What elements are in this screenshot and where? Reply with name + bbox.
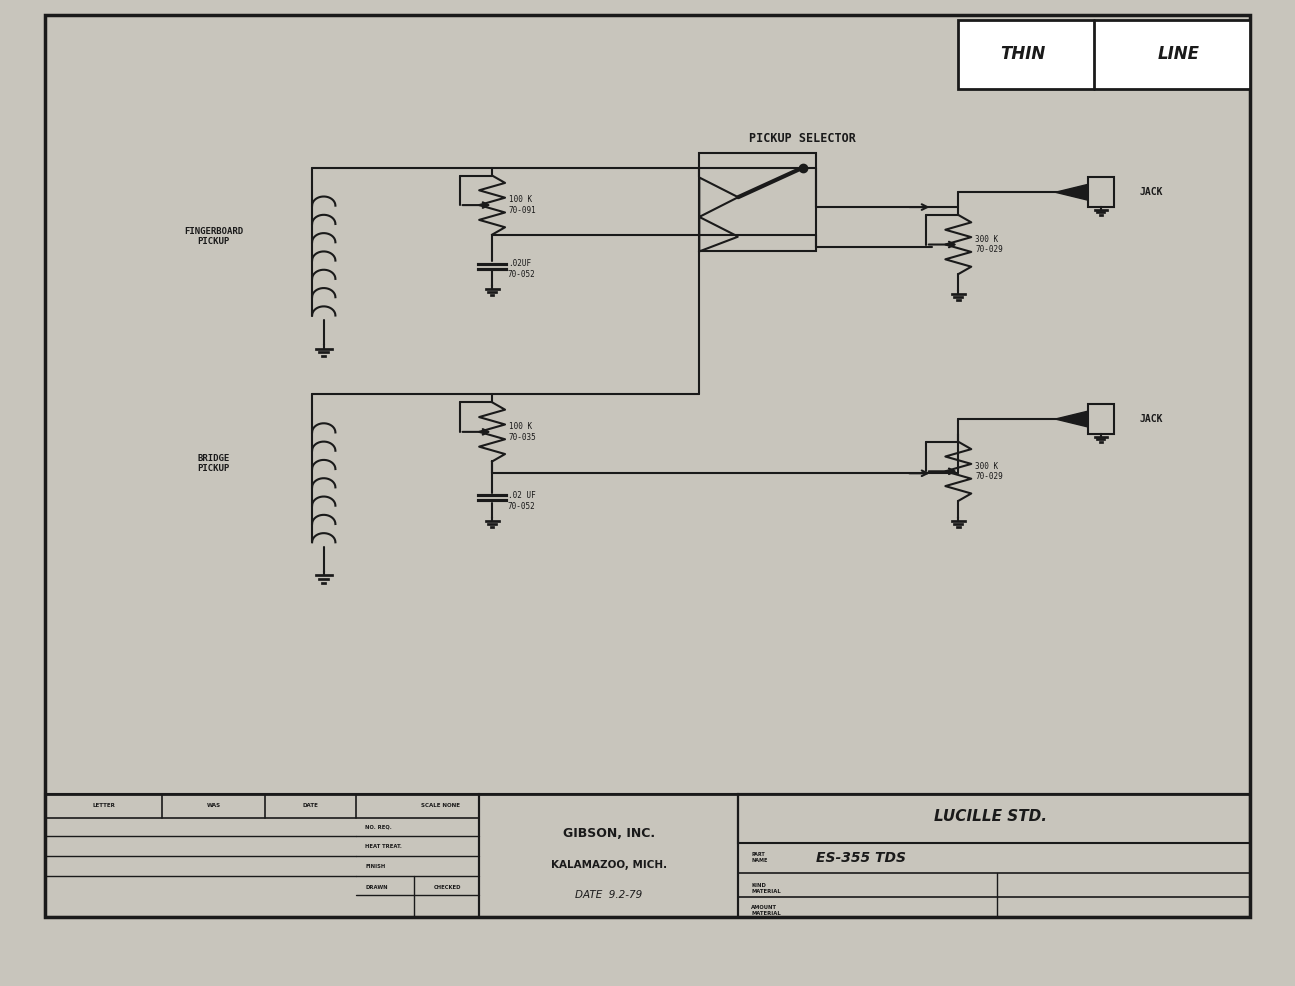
Text: .02UF
70-052: .02UF 70-052	[508, 259, 535, 279]
Text: KALAMAZOO, MICH.: KALAMAZOO, MICH.	[550, 860, 667, 870]
Bar	[479, 794, 738, 917]
Text: FINGERBOARD
PICKUP: FINGERBOARD PICKUP	[184, 227, 243, 246]
Text: AMOUNT: AMOUNT	[751, 904, 777, 910]
Bar	[699, 153, 816, 251]
Text: THIN: THIN	[1001, 45, 1045, 63]
Text: DATE  9.2-79: DATE 9.2-79	[575, 890, 642, 900]
Text: PART
NAME: PART NAME	[751, 853, 768, 863]
Text: FINISH: FINISH	[365, 864, 386, 870]
Text: .02 UF
70-052: .02 UF 70-052	[508, 491, 535, 511]
Text: LUCILLE STD.: LUCILLE STD.	[934, 809, 1048, 824]
Bar	[45, 794, 479, 917]
Text: MATERIAL: MATERIAL	[751, 888, 781, 894]
Bar	[1088, 404, 1114, 434]
Text: 300 K
70-029: 300 K 70-029	[975, 235, 1002, 254]
Text: LINE: LINE	[1158, 45, 1199, 63]
Text: CHECKED: CHECKED	[434, 884, 461, 890]
Text: GIBSON, INC.: GIBSON, INC.	[562, 826, 655, 840]
Bar	[45, 794, 1250, 917]
Text: LETTER: LETTER	[92, 803, 115, 809]
Text: JACK: JACK	[1140, 187, 1163, 197]
Text: DATE: DATE	[303, 803, 319, 809]
Bar	[738, 794, 1250, 917]
Text: 300 K
70-029: 300 K 70-029	[975, 461, 1002, 481]
Text: PICKUP SELECTOR: PICKUP SELECTOR	[750, 131, 856, 145]
Bar	[738, 794, 1250, 843]
Polygon shape	[1055, 411, 1088, 427]
Text: 100 K
70-035: 100 K 70-035	[509, 422, 536, 442]
Text: 100 K
70-091: 100 K 70-091	[509, 195, 536, 215]
Text: SCALE NONE: SCALE NONE	[421, 803, 460, 809]
Bar	[1088, 177, 1114, 207]
Text: HEAT TREAT.: HEAT TREAT.	[365, 844, 401, 850]
Polygon shape	[1055, 184, 1088, 200]
Text: NO. REQ.: NO. REQ.	[365, 824, 392, 830]
Bar	[958, 20, 1250, 89]
Text: WAS: WAS	[207, 803, 220, 809]
Text: JACK: JACK	[1140, 414, 1163, 424]
Text: BRIDGE
PICKUP: BRIDGE PICKUP	[198, 454, 229, 473]
Text: ES-355 TDS: ES-355 TDS	[816, 851, 905, 865]
Text: DRAWN: DRAWN	[365, 884, 387, 890]
Text: MATERIAL: MATERIAL	[751, 910, 781, 916]
Text: KIND: KIND	[751, 882, 765, 888]
